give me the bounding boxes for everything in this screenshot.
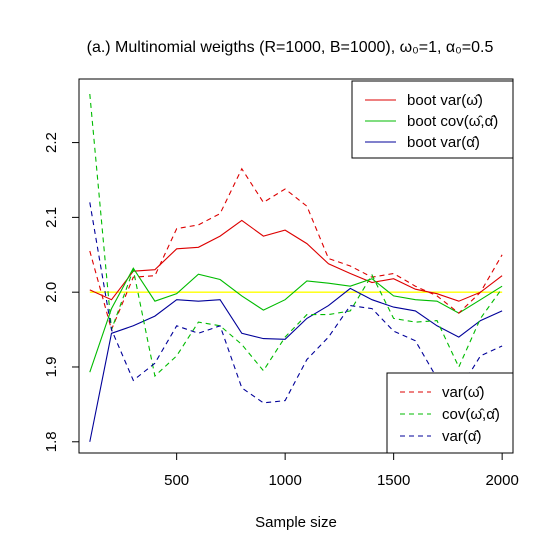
legend-top-label: boot cov(ω̂,α̂) — [407, 113, 498, 130]
x-tick-label: 500 — [164, 472, 189, 489]
series-line-1 — [89, 219, 503, 302]
legend-bottom-label: var(ω̂) — [442, 384, 485, 401]
legend-bottom: var(ω̂) cov(ω̂,α̂) var(α̂) — [386, 372, 514, 454]
legend-bottom-box — [386, 372, 514, 454]
x-axis: 500 1000 1500 2000 — [164, 453, 519, 489]
series-line-3 — [89, 287, 503, 442]
series-line-4 — [89, 167, 503, 332]
x-tick-label: 1000 — [268, 472, 301, 489]
legend-top-box — [351, 80, 514, 159]
y-tick-label: 1.8 — [43, 431, 60, 452]
y-tick-label: 1.9 — [43, 357, 60, 378]
y-tick-label: 2.1 — [43, 207, 60, 228]
x-axis-label: Sample size — [255, 514, 337, 531]
legend-bottom-label: var(α̂) — [442, 428, 482, 445]
legend-top: boot var(ω̂) boot cov(ω̂,α̂) boot var(α̂) — [351, 80, 514, 159]
legend-bottom-label: cov(ω̂,α̂) — [442, 406, 500, 423]
x-tick-label: 1500 — [377, 472, 410, 489]
series-group — [89, 93, 503, 442]
x-tick-label: 2000 — [485, 472, 518, 489]
series-line-2 — [89, 267, 503, 373]
y-axis: 1.8 1.9 2.0 2.1 2.2 — [43, 132, 79, 452]
chart-title: (a.) Multinomial weigths (R=1000, B=1000… — [87, 39, 494, 56]
y-tick-label: 2.2 — [43, 132, 60, 153]
plot-area — [78, 78, 514, 454]
legend-top-label: boot var(α̂) — [407, 134, 480, 151]
series-line-6 — [89, 202, 503, 404]
y-tick-label: 2.0 — [43, 282, 60, 303]
legend-top-label: boot var(ω̂) — [407, 92, 483, 109]
